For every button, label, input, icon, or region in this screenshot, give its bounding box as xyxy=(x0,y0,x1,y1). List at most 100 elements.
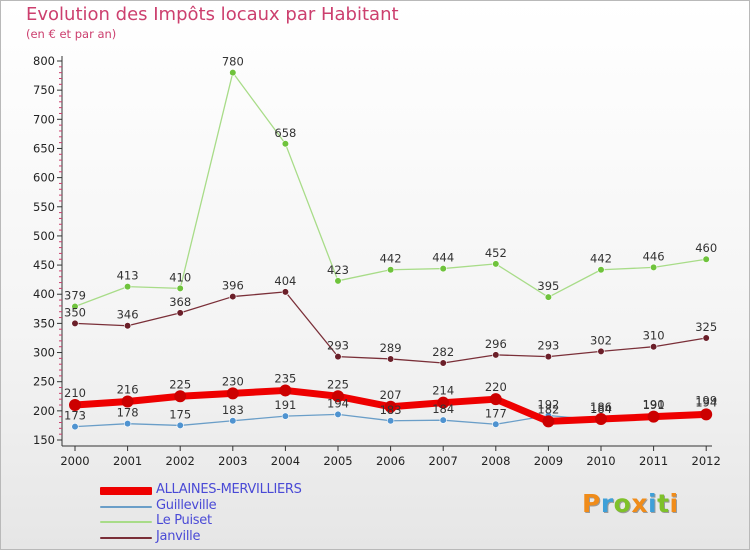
data-label: 184 xyxy=(590,402,612,416)
y-tick-label: 800 xyxy=(33,54,55,68)
legend-swatch xyxy=(100,521,152,523)
x-tick-label: 2012 xyxy=(692,454,721,468)
data-point xyxy=(387,266,395,274)
x-tick-label: 2003 xyxy=(218,454,247,468)
data-point xyxy=(597,347,605,355)
y-tick-label: 150 xyxy=(33,433,55,447)
data-point xyxy=(71,319,79,327)
data-label: 289 xyxy=(380,341,402,355)
data-label: 191 xyxy=(274,398,296,412)
data-label: 207 xyxy=(380,388,402,402)
data-label: 177 xyxy=(485,406,507,420)
data-label: 442 xyxy=(590,252,612,266)
data-label: 410 xyxy=(169,270,191,284)
data-point xyxy=(384,400,397,413)
proxiti-logo: Proxiti xyxy=(582,489,679,518)
legend-label: Janville xyxy=(156,528,201,544)
data-point xyxy=(649,343,658,351)
data-label: 444 xyxy=(432,251,454,265)
data-label: 230 xyxy=(222,374,244,388)
data-point xyxy=(229,69,237,77)
data-point xyxy=(597,266,605,274)
data-point xyxy=(226,387,239,400)
data-point xyxy=(702,255,710,263)
data-label: 404 xyxy=(274,274,296,288)
y-tick-label: 550 xyxy=(33,200,55,214)
data-label: 452 xyxy=(485,246,507,260)
data-point xyxy=(489,393,502,406)
x-tick-label: 2007 xyxy=(429,454,458,468)
data-label: 210 xyxy=(64,386,86,400)
data-label: 368 xyxy=(169,295,191,309)
logo-letter: r xyxy=(600,489,614,518)
data-label: 423 xyxy=(327,263,349,277)
data-label: 658 xyxy=(274,126,296,140)
data-label: 199 xyxy=(695,393,717,407)
x-tick-label: 2001 xyxy=(113,454,142,468)
data-label: 446 xyxy=(643,249,665,263)
y-tick-label: 600 xyxy=(33,171,55,185)
data-point xyxy=(279,384,292,397)
data-point xyxy=(334,353,342,361)
data-label: 346 xyxy=(117,308,139,322)
data-label: 225 xyxy=(169,377,191,391)
data-label: 310 xyxy=(643,329,665,343)
logo-letter: i xyxy=(669,489,679,518)
logo-letter: i xyxy=(648,489,658,518)
data-point xyxy=(176,421,184,430)
data-label: 182 xyxy=(537,402,559,416)
chart-title: Evolution des Impôts locaux par Habitant xyxy=(26,4,399,25)
x-tick-label: 2000 xyxy=(60,454,89,468)
y-tick-label: 300 xyxy=(33,346,55,360)
data-point xyxy=(229,292,237,301)
data-point xyxy=(544,353,553,361)
data-label: 220 xyxy=(485,380,507,394)
data-point xyxy=(71,422,79,431)
data-point xyxy=(439,359,447,367)
logo-letter: o xyxy=(613,489,632,518)
data-label: 460 xyxy=(695,241,717,255)
data-label: 442 xyxy=(380,252,402,266)
x-tick-label: 2008 xyxy=(481,454,510,468)
data-point xyxy=(544,293,553,301)
data-label: 178 xyxy=(117,406,139,420)
data-point xyxy=(121,395,134,408)
legend-swatch xyxy=(100,505,152,508)
data-label: 216 xyxy=(117,383,139,397)
x-tick-label: 2006 xyxy=(376,454,405,468)
data-point xyxy=(595,413,607,426)
data-label: 194 xyxy=(327,396,349,410)
data-label: 175 xyxy=(169,407,191,421)
x-tick-label: 2010 xyxy=(586,454,615,468)
data-point xyxy=(387,355,395,363)
data-point xyxy=(174,390,187,403)
data-point xyxy=(334,277,342,285)
y-tick-label: 400 xyxy=(33,287,55,301)
data-label: 396 xyxy=(222,279,244,293)
data-point xyxy=(281,288,290,296)
legend-label: Guilleville xyxy=(156,497,217,513)
x-tick-label: 2002 xyxy=(166,454,195,468)
data-label: 184 xyxy=(432,402,454,416)
data-point xyxy=(702,334,710,342)
y-tick-label: 500 xyxy=(33,229,55,243)
data-label: 282 xyxy=(432,345,454,359)
y-tick-label: 750 xyxy=(33,83,55,97)
data-label: 225 xyxy=(327,377,349,391)
y-tick-label: 450 xyxy=(33,258,55,272)
data-label: 192 xyxy=(537,398,559,412)
data-point xyxy=(439,264,447,273)
x-tick-label: 2009 xyxy=(534,454,563,468)
data-label: 293 xyxy=(327,339,349,353)
data-label: 173 xyxy=(64,409,86,423)
data-point xyxy=(281,140,290,148)
data-label: 302 xyxy=(590,333,612,347)
legend-swatch xyxy=(100,487,152,495)
data-label: 293 xyxy=(537,339,559,353)
data-point xyxy=(176,284,184,293)
data-label: 190 xyxy=(643,398,665,412)
data-label: 350 xyxy=(64,305,86,319)
data-point xyxy=(649,263,658,272)
x-tick-label: 2011 xyxy=(639,454,668,468)
